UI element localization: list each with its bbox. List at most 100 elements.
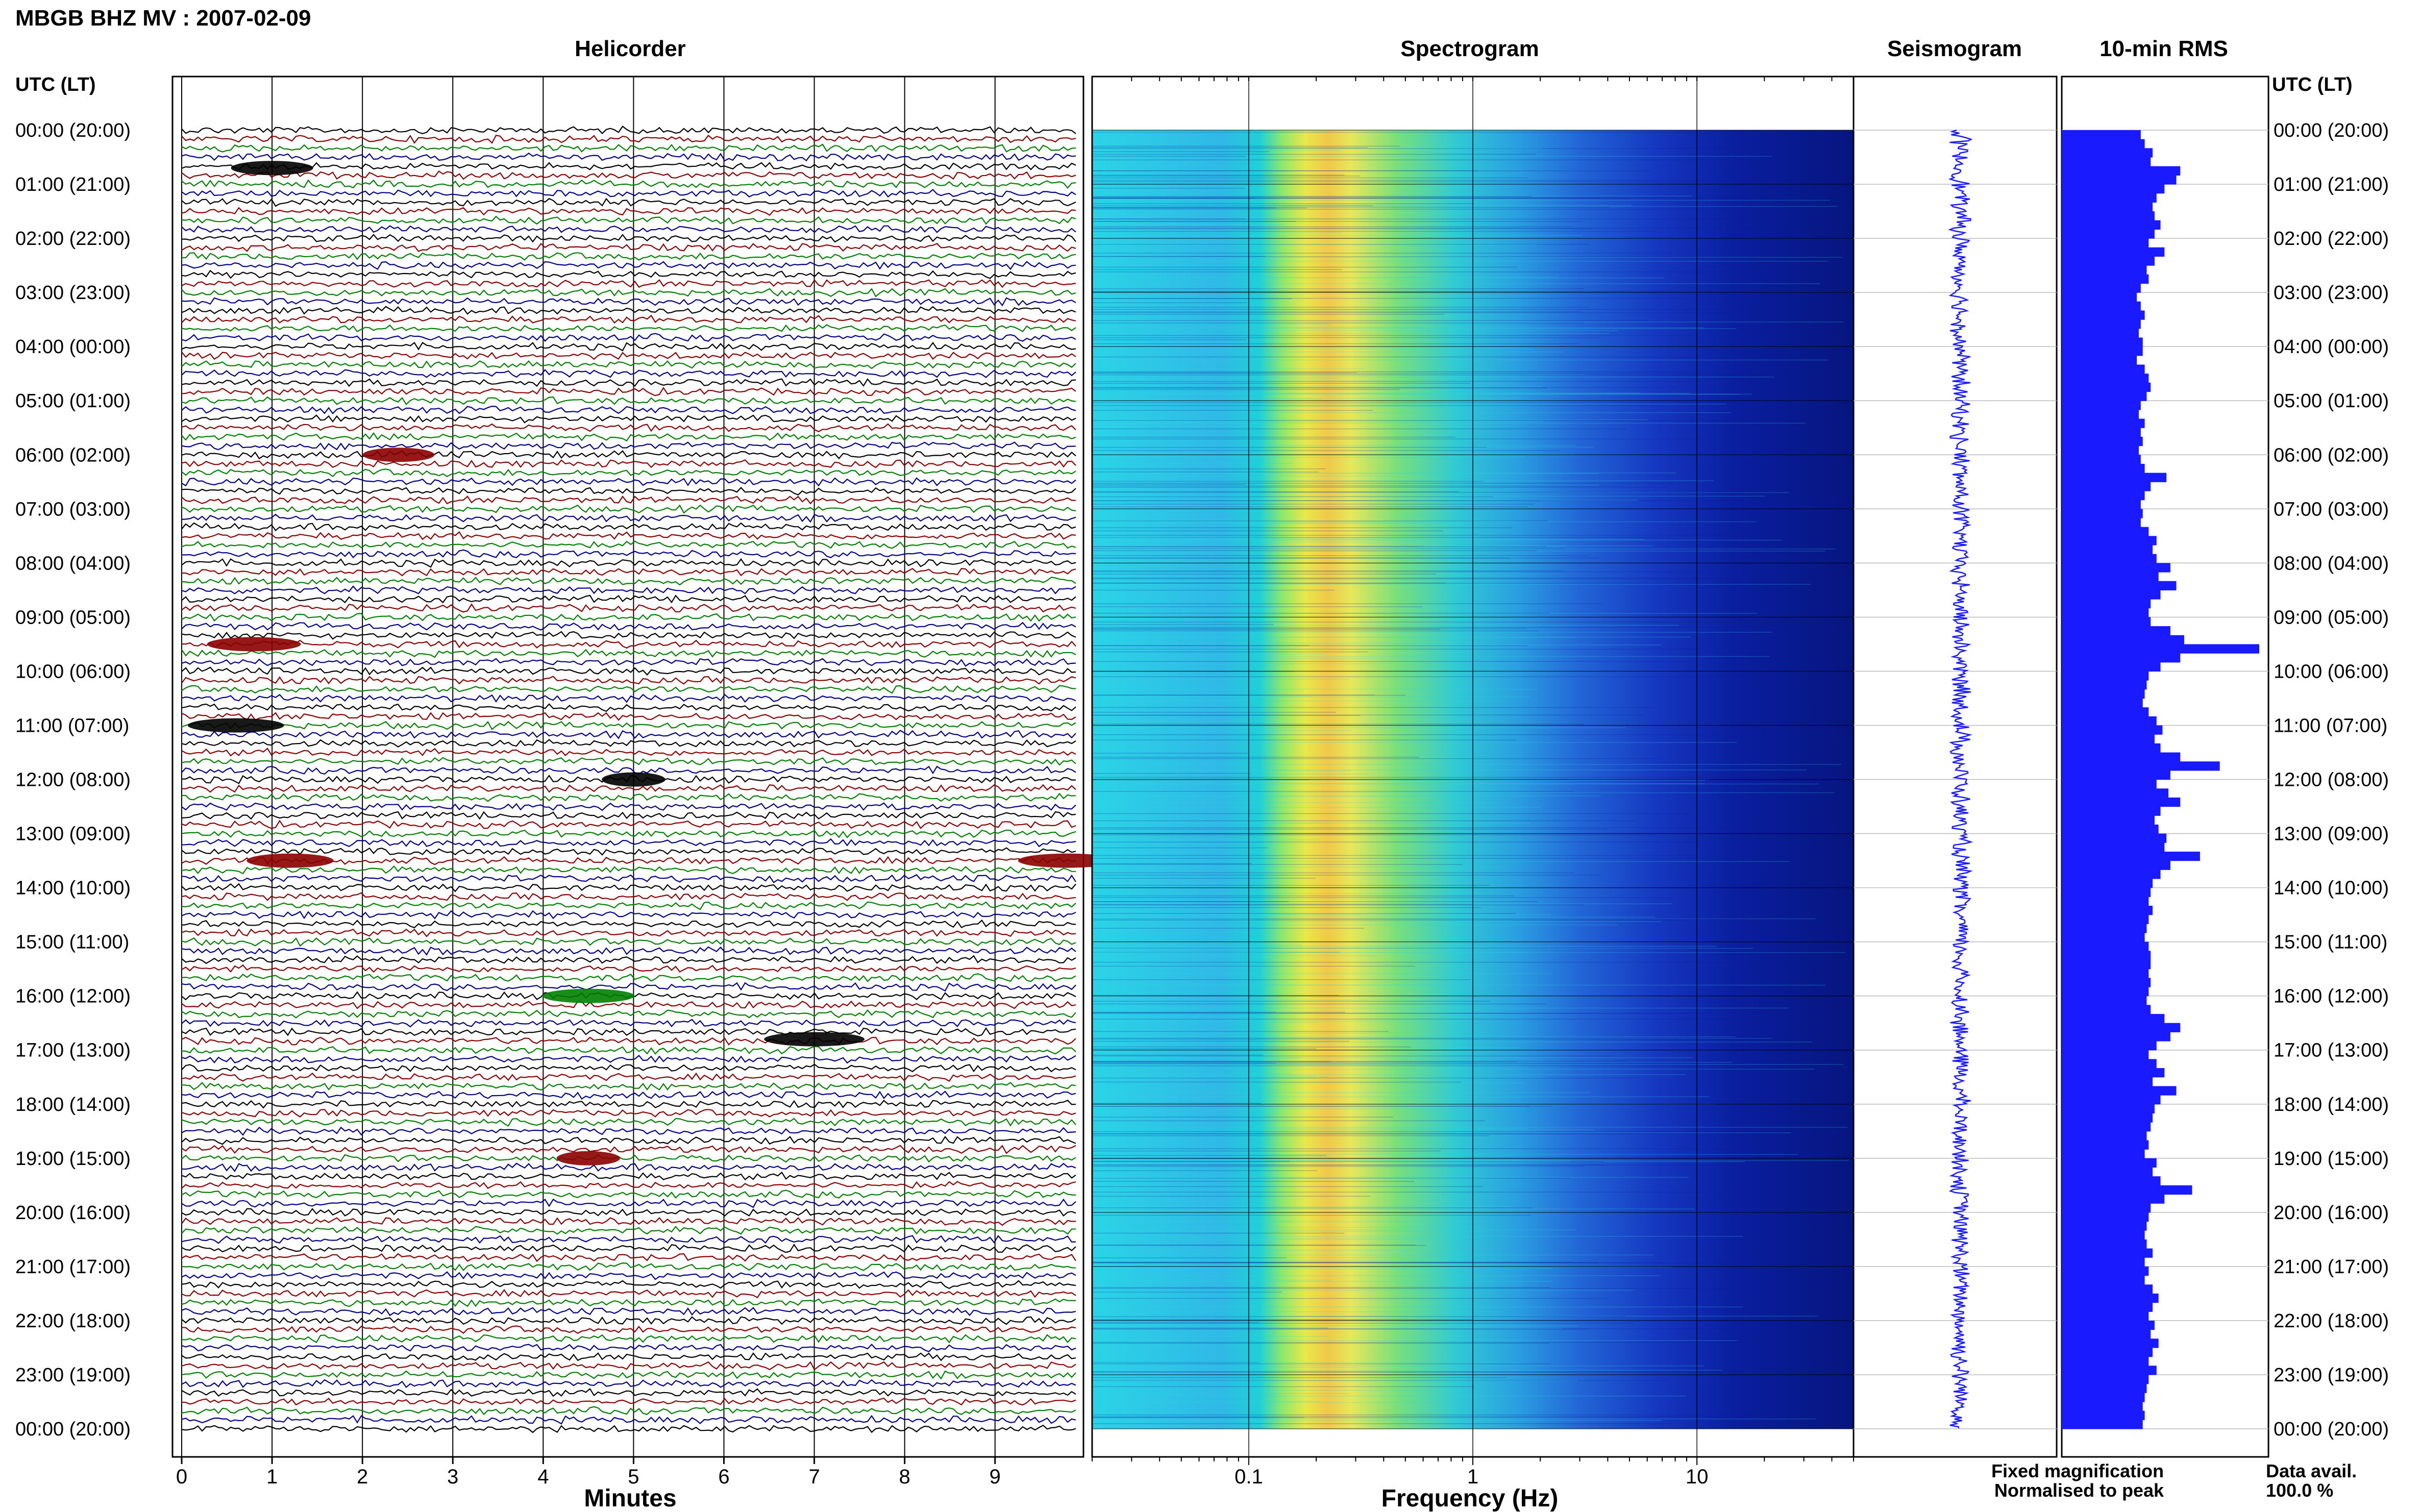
time-label-right: 23:00 (19:00) — [2274, 1365, 2389, 1386]
rms-bar — [2062, 797, 2181, 807]
time-label-right: 16:00 (12:00) — [2274, 986, 2389, 1007]
helicorder-frame — [171, 76, 1084, 1458]
rms-bar — [2062, 978, 2151, 987]
helicorder-trace — [181, 757, 1076, 766]
helicorder-trace — [181, 1379, 1076, 1389]
rms-bar — [2062, 1059, 2157, 1069]
helicorder-event — [246, 853, 334, 868]
time-label-right: 02:00 (22:00) — [2274, 228, 2389, 250]
helicorder-trace — [181, 423, 1076, 433]
time-label-right: 22:00 (18:00) — [2274, 1310, 2389, 1332]
helicorder-trace — [181, 874, 1076, 883]
rms-bar — [2062, 905, 2153, 915]
rms-bar — [2062, 509, 2143, 518]
helicorder-trace — [181, 1325, 1076, 1334]
helicorder-trace — [181, 1000, 1076, 1009]
rms-bar — [2062, 815, 2155, 825]
rms-bar — [2062, 265, 2147, 275]
rms-bar — [2062, 346, 2143, 356]
rms-bar — [2062, 788, 2168, 798]
rms-bar — [2062, 391, 2147, 401]
rms-bar — [2062, 833, 2167, 843]
helicorder-trace — [181, 558, 1076, 568]
time-label-right: 15:00 (11:00) — [2274, 932, 2387, 953]
rms-bar — [2062, 1158, 2157, 1168]
time-label-right: 01:00 (21:00) — [2274, 174, 2389, 195]
helicorder-trace — [181, 639, 1076, 649]
helicorder-trace — [181, 1343, 1076, 1352]
helicorder-trace — [181, 820, 1076, 829]
helicorder-trace — [181, 432, 1076, 442]
rms-bar — [2062, 328, 2139, 338]
helicorder-trace — [181, 162, 1076, 170]
rms-bar — [2062, 211, 2155, 221]
helicorder-trace — [181, 531, 1076, 540]
rms-bar — [2062, 166, 2181, 176]
helicorder-trace — [181, 1027, 1076, 1037]
helicorder-trace — [181, 622, 1076, 631]
time-label-left: 21:00 (17:00) — [15, 1256, 131, 1278]
helicorder-trace — [181, 1225, 1076, 1235]
minutes-axis: 0 1 2 3 4 5 6 7 8 9 — [176, 1457, 1001, 1488]
rms-bar — [2062, 247, 2165, 257]
rms-bar — [2062, 914, 2149, 924]
helicorder-trace — [181, 450, 1076, 460]
helicorder-trace — [181, 946, 1076, 956]
figure-title: MBGB BHZ MV : 2007-02-09 — [15, 6, 311, 31]
helicorder-trace — [181, 1253, 1076, 1262]
time-label-left: 23:00 (19:00) — [15, 1365, 131, 1386]
helicorder-trace — [181, 721, 1076, 730]
rms-bar — [2062, 1194, 2165, 1204]
helicorder-trace — [181, 269, 1076, 279]
helicorder-trace — [181, 152, 1076, 162]
rms-bar — [2062, 653, 2181, 663]
rms-bar — [2062, 436, 2143, 447]
rms-bar — [2062, 941, 2149, 951]
rms-bar — [2062, 1383, 2147, 1393]
rms-bar — [2062, 500, 2141, 509]
helicorder-trace — [181, 1019, 1076, 1028]
spectrogram-heading: Spectrogram — [1400, 36, 1539, 61]
time-label-right: 10:00 (06:00) — [2274, 661, 2389, 682]
rms-bar — [2062, 130, 2141, 140]
rms-bar — [2062, 148, 2153, 158]
rms-bar — [2062, 527, 2149, 536]
helicorder-trace — [181, 577, 1076, 586]
helicorder-trace — [181, 748, 1076, 757]
rms-bar — [2062, 544, 2153, 555]
helicorder-trace — [181, 973, 1076, 982]
time-label-left: 19:00 (15:00) — [15, 1148, 131, 1170]
minutes-tick-label: 6 — [718, 1466, 729, 1488]
helicorder-trace — [181, 1262, 1076, 1272]
rms-bar — [2062, 1311, 2149, 1321]
helicorder-trace — [181, 1154, 1076, 1163]
helicorder-trace — [181, 585, 1076, 595]
helicorder-trace — [181, 703, 1076, 712]
rms-bar — [2062, 572, 2159, 582]
helicorder-trace — [181, 1126, 1076, 1136]
rms-bar — [2062, 716, 2157, 726]
rms-bar — [2062, 1347, 2153, 1357]
rms-bar — [2062, 1257, 2145, 1267]
helicorder-trace — [181, 1298, 1076, 1307]
helicorder-event — [602, 772, 665, 787]
time-label-right: 09:00 (05:00) — [2274, 607, 2389, 628]
rms-bar — [2062, 1374, 2149, 1384]
rms-bar — [2062, 1366, 2157, 1375]
rms-bar — [2062, 202, 2153, 212]
rms-bar — [2062, 473, 2167, 482]
rms-bar — [2062, 554, 2157, 563]
helicorder-trace — [181, 396, 1076, 406]
helicorder-trace — [181, 197, 1076, 207]
helicorder-trace — [181, 1009, 1076, 1019]
rms-bar — [2062, 175, 2177, 185]
time-label-left: 10:00 (06:00) — [15, 661, 131, 682]
helicorder-trace — [181, 693, 1076, 703]
minutes-tick-label: 2 — [357, 1466, 368, 1488]
helicorder-trace — [181, 1181, 1076, 1189]
rms-bar — [2062, 184, 2165, 194]
time-label-right: 03:00 (23:00) — [2274, 282, 2389, 304]
helicorder-trace — [181, 387, 1076, 396]
rms-bar — [2062, 418, 2145, 428]
time-label-right: 18:00 (14:00) — [2274, 1094, 2389, 1116]
